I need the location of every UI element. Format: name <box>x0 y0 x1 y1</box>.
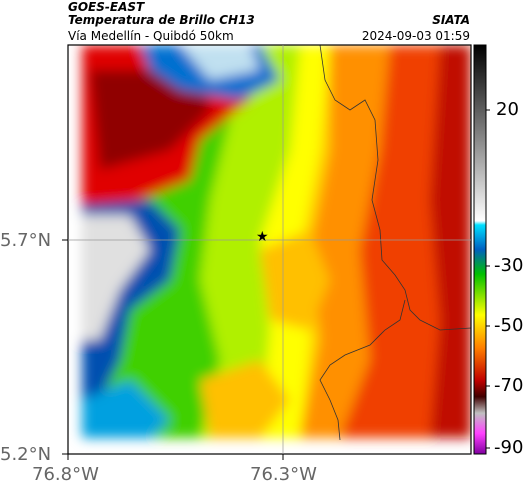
timestamp: 2024-09-03 01:59 <box>361 29 470 43</box>
lat-label-5.7N: 5.7°N <box>0 230 52 251</box>
lat-label-5.2N: 5.2°N <box>0 444 52 465</box>
satellite-name: GOES-EAST <box>68 0 145 14</box>
colorbar-label-minus70: -70 <box>494 375 524 396</box>
lon-label-76.8W: 76.8°W <box>32 464 99 485</box>
map-frame <box>67 44 472 455</box>
colorbar-label-minus90: -90 <box>494 437 524 458</box>
colorbar-label-minus30: -30 <box>494 255 524 276</box>
brightness-temperature-field <box>68 45 471 454</box>
product-title: Temperatura de Brillo CH13 <box>68 13 255 27</box>
border-line-south <box>319 299 406 441</box>
border-line <box>319 45 471 331</box>
region-subtitle: Vía Medellín - Quibdó 50km <box>68 29 234 43</box>
colorbar-label-minus50: -50 <box>494 315 524 336</box>
colorbar-label-20: 20 <box>496 99 519 120</box>
source-label: SIATA <box>432 13 470 27</box>
lon-label-76.3W: 76.3°W <box>250 464 317 485</box>
location-marker-icon: ★ <box>256 229 269 245</box>
colorbar <box>473 44 487 455</box>
